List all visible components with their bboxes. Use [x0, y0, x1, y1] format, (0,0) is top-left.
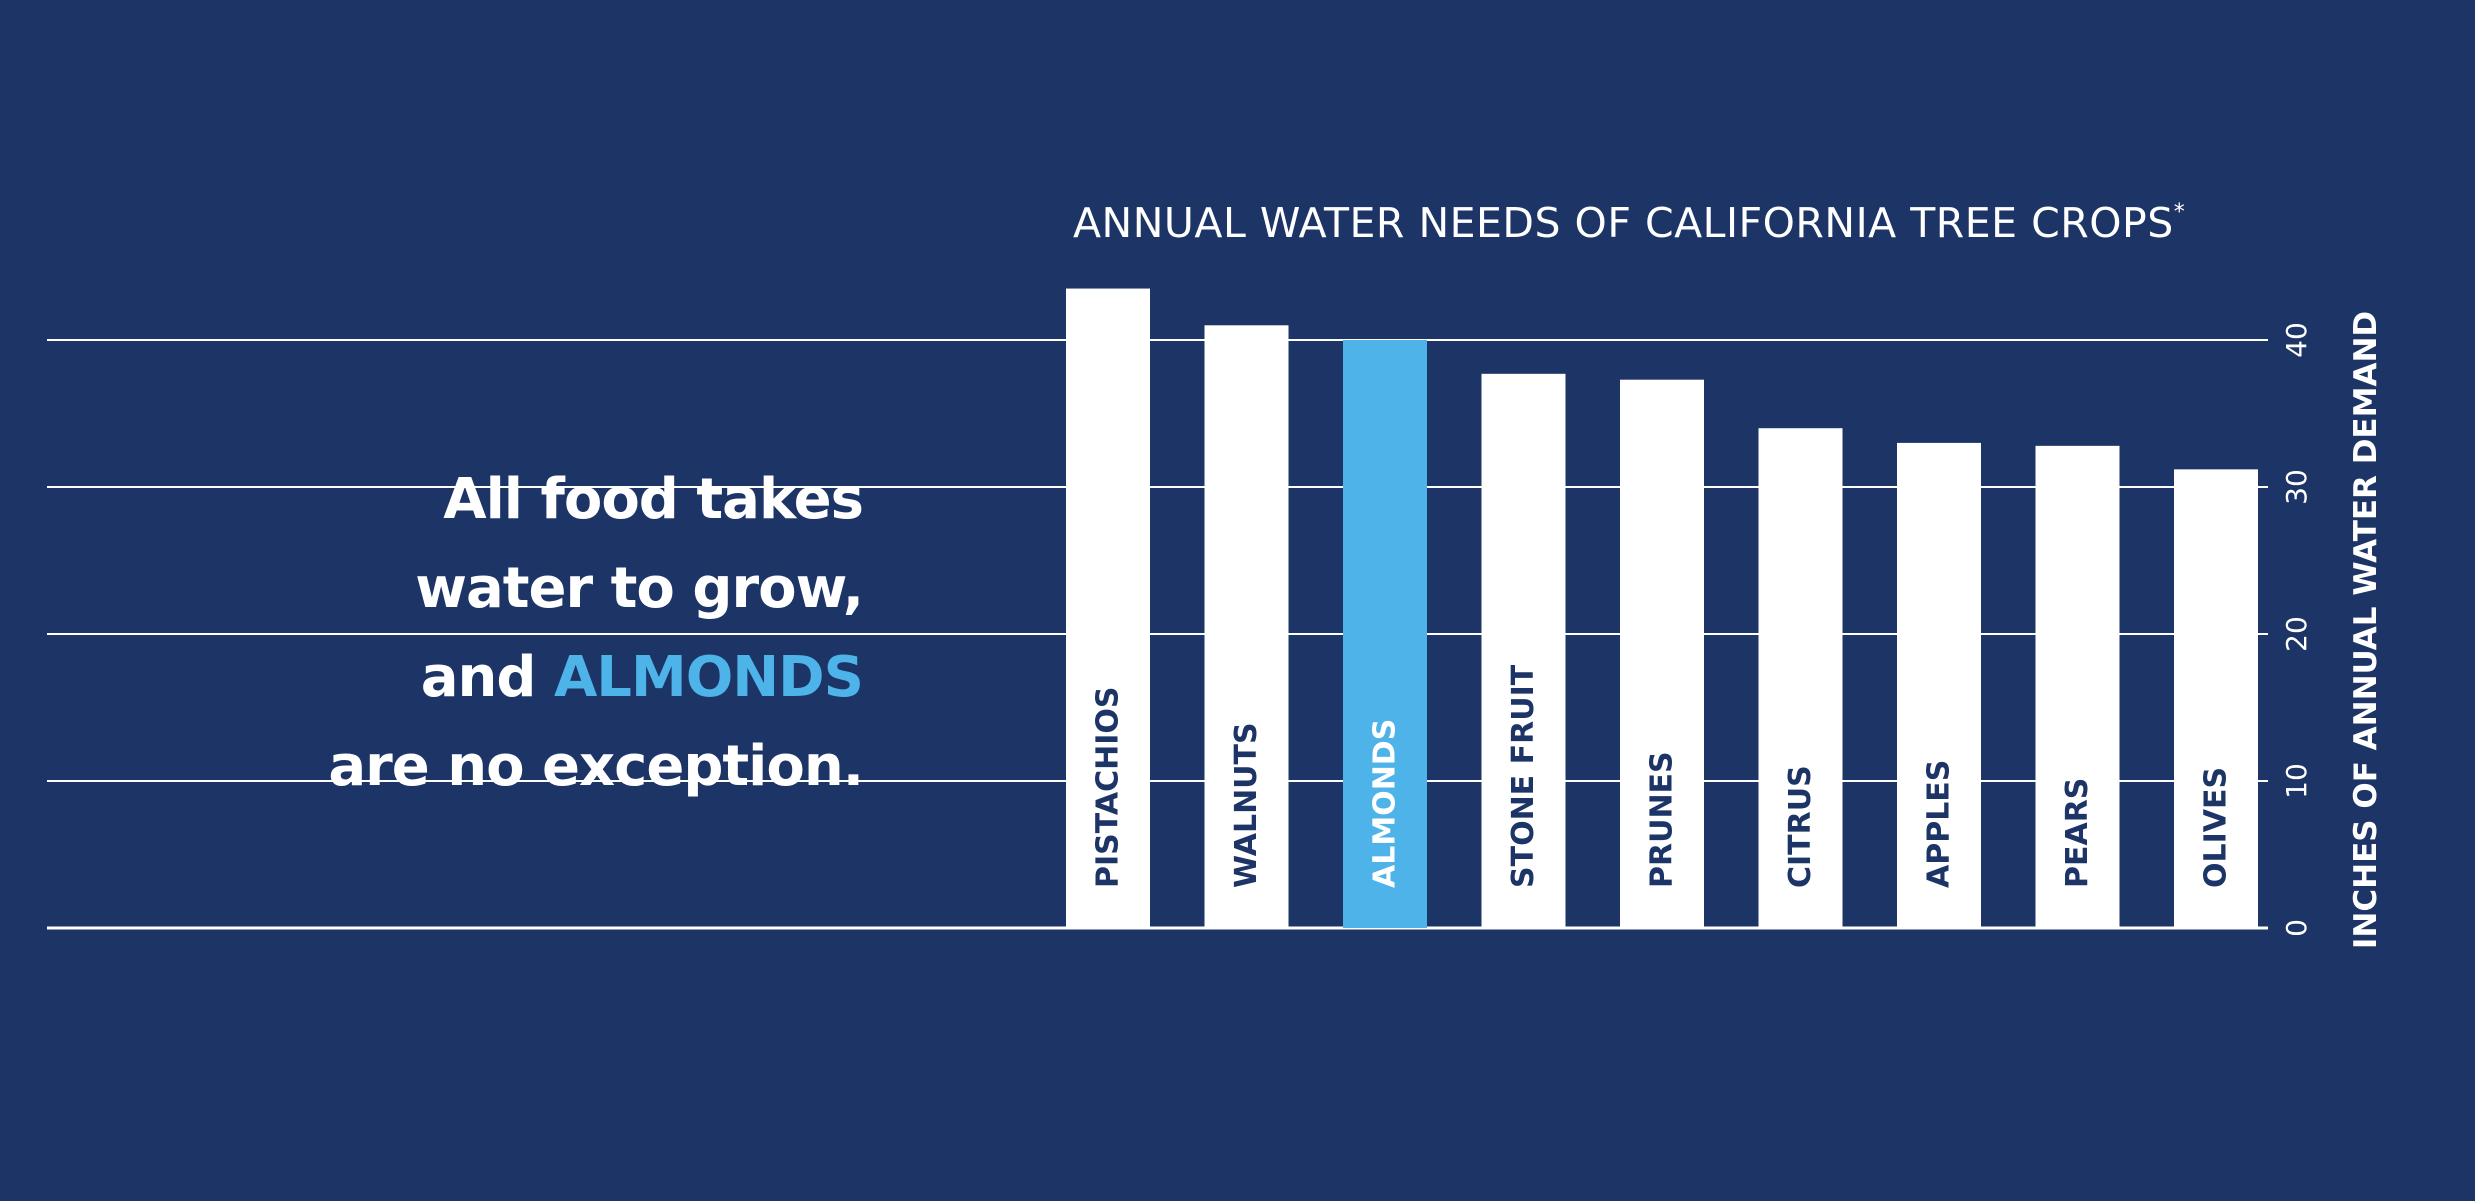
bar-label: PISTACHIOS	[1091, 686, 1126, 888]
bar-almonds	[1343, 340, 1427, 928]
bar-label: ALMONDS	[1368, 719, 1403, 888]
chart-title-text: ANNUAL WATER NEEDS OF CALIFORNIA TREE CR…	[1073, 199, 2174, 247]
headline-line-1: All food takes	[443, 467, 864, 532]
bar-prunes	[1620, 379, 1704, 928]
bar-label: OLIVES	[2199, 767, 2234, 888]
y-tick-label: 30	[2280, 469, 2313, 505]
bar-label: CITRUS	[1783, 765, 1818, 888]
headline: All food takes water to grow, and ALMOND…	[328, 455, 864, 811]
bar-label: WALNUTS	[1229, 722, 1264, 888]
y-tick-label: 20	[2280, 616, 2313, 652]
bar-label: APPLES	[1922, 760, 1957, 888]
y-tick-label: 10	[2280, 763, 2313, 799]
headline-line-3-prefix: and	[420, 645, 554, 710]
y-tick-label: 40	[2280, 322, 2313, 358]
y-axis-label: INCHES OF ANNUAL WATER DEMAND	[2348, 311, 2384, 949]
bar-label: PRUNES	[1645, 751, 1680, 888]
headline-line-3: and ALMONDS	[328, 633, 864, 722]
bar-walnuts	[1204, 325, 1289, 928]
bar-pears	[2035, 445, 2120, 928]
headline-line-4: are no exception.	[328, 734, 864, 799]
chart-title: ANNUAL WATER NEEDS OF CALIFORNIA TREE CR…	[1073, 199, 2185, 247]
bar-citrus	[1758, 428, 1843, 928]
bar-stone-fruit	[1481, 373, 1566, 928]
headline-line-2: water to grow,	[415, 556, 864, 621]
bar-pistachios	[1066, 288, 1150, 928]
bar-label: STONE FRUIT	[1506, 664, 1541, 888]
bar-olives	[2174, 469, 2258, 928]
bar-label: PEARS	[2060, 778, 2095, 888]
headline-highlight-almonds: ALMONDS	[553, 645, 864, 710]
bar-apples	[1897, 442, 1981, 928]
chart-title-footnote-mark: *	[2173, 200, 2186, 225]
y-tick-label: 0	[2280, 919, 2313, 937]
